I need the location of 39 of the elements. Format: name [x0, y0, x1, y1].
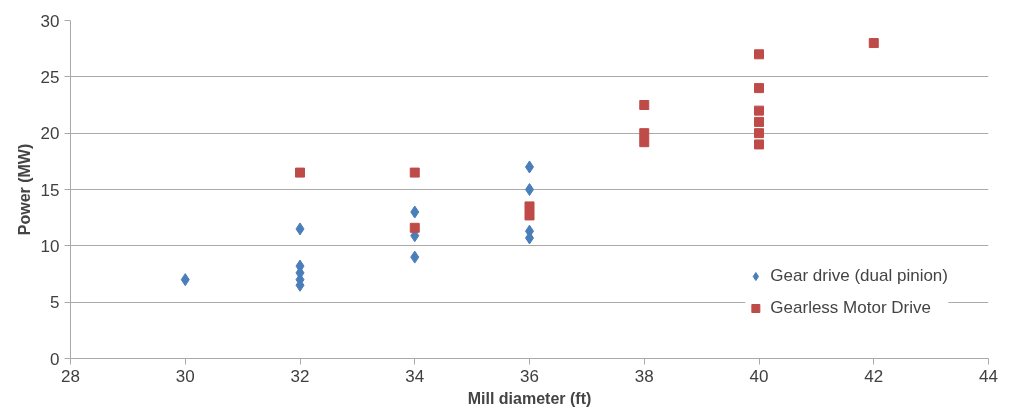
point: [409, 167, 420, 178]
x-axis-title: Mill diameter (ft): [467, 389, 592, 407]
point: [524, 201, 535, 212]
y-tick-label: 15: [40, 180, 60, 200]
point: [754, 105, 764, 116]
x-tick-label: 40: [749, 366, 769, 386]
y-tick-label: 30: [40, 11, 60, 31]
x-tick-label: 38: [634, 366, 654, 386]
y-tick-label: 5: [50, 293, 60, 313]
y-axis-title: Power (MW): [15, 143, 33, 236]
point: [180, 273, 190, 287]
y-tick-label: 20: [40, 124, 60, 144]
y-tick-label: 0: [50, 349, 60, 369]
point: [524, 210, 535, 221]
point: [754, 49, 764, 60]
x-tick-label: 32: [290, 366, 310, 386]
point: [409, 222, 420, 233]
point: [639, 100, 650, 110]
legend-label: Gear drive (dual pinion): [770, 266, 948, 286]
y-tick-label: 25: [40, 67, 60, 87]
point: [639, 137, 650, 148]
legend-label: Gearless Motor Drive: [770, 298, 931, 318]
point: [410, 205, 420, 219]
point: [639, 128, 650, 139]
point: [754, 139, 764, 150]
x-tick-label: 34: [405, 366, 425, 386]
point: [754, 83, 764, 94]
x-tick-label: 36: [520, 366, 539, 386]
x-tick-label: 30: [175, 366, 195, 386]
point: [868, 38, 879, 49]
x-tick-label: 42: [864, 366, 884, 386]
point: [295, 167, 305, 178]
y-tick-label: 10: [40, 236, 60, 256]
point: [754, 116, 764, 127]
x-tick-label: 44: [979, 366, 998, 386]
point: [410, 250, 420, 264]
x-tick-label: 28: [61, 366, 80, 386]
point: [754, 128, 764, 139]
point: [295, 222, 305, 236]
